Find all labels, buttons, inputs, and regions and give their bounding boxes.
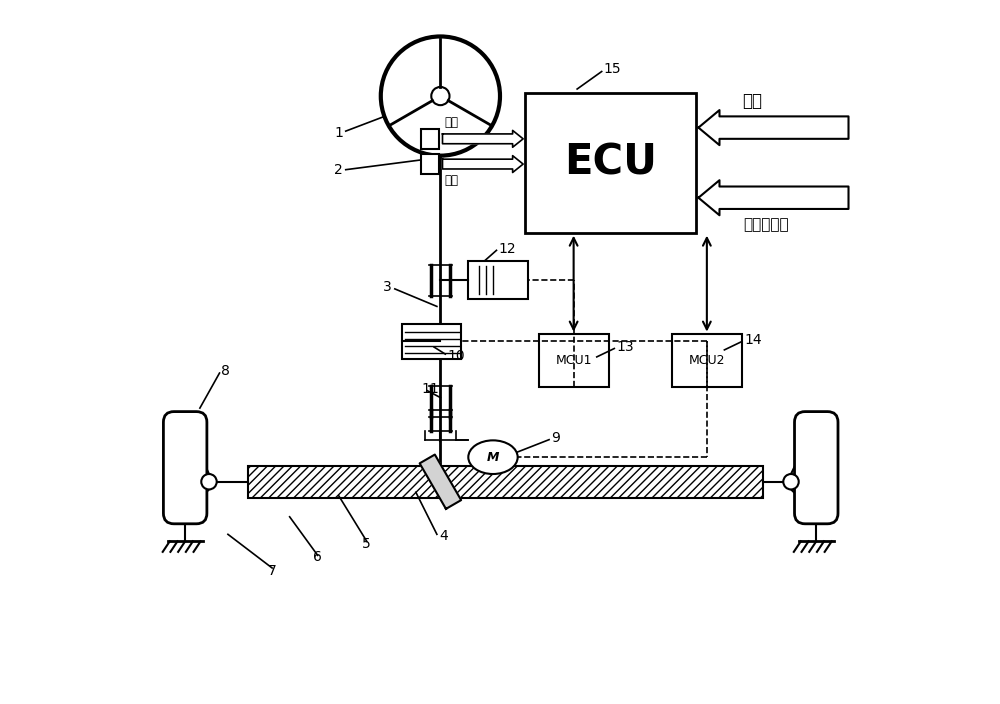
- Polygon shape: [698, 180, 849, 215]
- Bar: [539, 334, 609, 387]
- Text: ECU: ECU: [564, 142, 657, 184]
- Bar: [421, 129, 439, 149]
- Text: MCU1: MCU1: [555, 354, 592, 367]
- Text: MCU2: MCU2: [689, 354, 725, 367]
- Bar: [248, 466, 763, 498]
- Text: 7: 7: [268, 564, 276, 578]
- Text: 12: 12: [499, 242, 516, 256]
- Text: M: M: [487, 451, 499, 464]
- Text: 8: 8: [221, 364, 230, 378]
- Text: 车速: 车速: [742, 92, 762, 110]
- Text: 14: 14: [744, 333, 762, 347]
- FancyBboxPatch shape: [795, 412, 838, 524]
- FancyBboxPatch shape: [163, 412, 207, 524]
- Text: 4: 4: [439, 529, 448, 543]
- Text: 5: 5: [362, 537, 371, 551]
- Polygon shape: [442, 156, 523, 172]
- Circle shape: [431, 87, 450, 105]
- Text: 2: 2: [334, 163, 343, 177]
- Bar: [672, 334, 742, 387]
- Text: 1: 1: [334, 125, 343, 139]
- Text: 转矩: 转矩: [445, 174, 459, 187]
- Bar: [525, 92, 696, 233]
- Text: 10: 10: [447, 348, 465, 363]
- Text: 横摆角速度: 横摆角速度: [744, 217, 789, 232]
- Ellipse shape: [468, 441, 518, 474]
- Text: 3: 3: [383, 280, 392, 294]
- Polygon shape: [698, 110, 849, 145]
- Circle shape: [201, 474, 217, 489]
- Bar: [402, 324, 461, 359]
- Text: 13: 13: [616, 340, 634, 354]
- Text: 转角: 转角: [445, 116, 459, 129]
- Circle shape: [783, 474, 799, 489]
- Text: 15: 15: [604, 63, 621, 77]
- Bar: [468, 261, 528, 299]
- Bar: [421, 154, 439, 174]
- Bar: [248, 466, 763, 498]
- Text: 6: 6: [313, 551, 322, 565]
- Text: 11: 11: [421, 382, 439, 396]
- Circle shape: [381, 37, 500, 156]
- Text: 9: 9: [551, 432, 560, 445]
- Polygon shape: [442, 130, 523, 147]
- Polygon shape: [420, 455, 461, 509]
